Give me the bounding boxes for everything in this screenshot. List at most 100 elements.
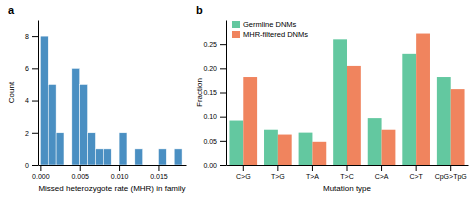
histogram-bar <box>111 165 119 166</box>
tick-mark <box>32 133 38 134</box>
bar <box>264 130 278 165</box>
tick-label: C>T <box>409 173 423 180</box>
plot-area: 0.000 0.005 0.010 0.015 0 2 4 6 8 <box>25 21 186 180</box>
tick-label: 0.20 <box>203 65 217 72</box>
histogram-bar <box>166 165 174 166</box>
tick-label: 0.015 <box>150 173 168 180</box>
tick-mark <box>40 165 41 171</box>
tick-mark <box>32 101 38 102</box>
tick-mark <box>312 165 313 171</box>
figure: 0.000 0.005 0.010 0.015 0 2 4 6 8 Missed heterozy… <box>0 0 474 210</box>
histogram-bar <box>174 149 182 165</box>
tick-label: 4 <box>25 97 29 104</box>
tick-mark <box>347 165 348 171</box>
tick: T>G <box>271 165 285 180</box>
tick-mark <box>416 165 417 171</box>
legend-swatch <box>232 21 240 28</box>
histogram-bar <box>158 149 166 165</box>
legend: Germline DNMsMHR-filtered DNMs <box>232 20 308 39</box>
panel-1: 0.000 0.005 0.010 0.015 0 2 4 6 8 Missed heterozy… <box>7 4 187 193</box>
tick-label: 0 <box>25 162 29 169</box>
legend-label: MHR-filtered DNMs <box>243 30 308 39</box>
tick: 0.20 <box>203 65 226 72</box>
marks <box>229 34 464 165</box>
tick-label: C>G <box>236 173 251 180</box>
legend-label: Germline DNMs <box>243 20 297 29</box>
bar <box>243 77 257 165</box>
x-axis-title: Mutation type <box>323 184 372 193</box>
bar-series <box>243 34 464 165</box>
tick: C>A <box>375 165 389 180</box>
tick-mark <box>220 44 226 45</box>
bar <box>416 34 430 165</box>
tick-mark <box>450 165 451 171</box>
tick-mark <box>220 93 226 94</box>
tick-mark <box>220 141 226 142</box>
histogram-bar <box>103 149 111 165</box>
histogram-bar <box>143 165 151 166</box>
bar <box>278 135 292 165</box>
bar <box>347 66 361 165</box>
y-axis-title: Fraction <box>195 78 204 107</box>
axis-line <box>39 165 187 166</box>
tick: 0.005 <box>71 165 89 180</box>
legend-item: Germline DNMs <box>232 20 297 29</box>
tick: 8 <box>25 33 38 40</box>
tick-label: 0.00 <box>203 162 217 169</box>
tick-label: T>G <box>271 173 285 180</box>
tick-label: 0.010 <box>111 173 129 180</box>
tick-mark <box>32 165 38 166</box>
axis: 0.000.050.100.150.200.25 <box>203 21 226 169</box>
panel-title: b <box>196 4 203 16</box>
tick: 0.15 <box>203 89 226 96</box>
tick: 4 <box>25 97 38 104</box>
tick: 0.00 <box>203 162 226 169</box>
tick: 2 <box>25 130 38 137</box>
tick-mark <box>32 36 38 37</box>
tick: T>A <box>306 165 319 180</box>
histogram-bar <box>40 36 48 165</box>
tick-label: 8 <box>25 33 29 40</box>
histogram-bar <box>56 133 64 165</box>
tick-label: 2 <box>25 130 29 137</box>
legend-item: MHR-filtered DNMs <box>232 30 308 39</box>
tick: C>T <box>409 165 423 180</box>
histogram-bar <box>64 165 72 166</box>
tick-label: 0.10 <box>203 113 217 120</box>
x-axis-title: Missed heterozygote rate (MHR) in family <box>38 184 185 193</box>
tick-label: T>C <box>340 173 353 180</box>
tick-label: C>A <box>375 173 389 180</box>
histogram-bar <box>72 68 80 165</box>
tick-label: 6 <box>25 65 29 72</box>
axis: 0.000 0.005 0.010 0.015 <box>32 165 186 180</box>
tick-mark <box>158 165 159 171</box>
tick: C>G <box>236 165 251 180</box>
bar <box>333 39 347 165</box>
histogram-bar <box>119 133 127 165</box>
panel-2: C>G T>G T>A T>C C>A C>T CpG>TpG Germline DNMsMH… <box>195 4 469 193</box>
histogram-bar <box>135 149 143 165</box>
axis-line <box>38 21 39 166</box>
histogram-bar <box>95 149 103 165</box>
tick-mark <box>381 165 382 171</box>
bar <box>382 130 396 165</box>
tick-label: 0.005 <box>71 173 89 180</box>
tick-mark <box>277 165 278 171</box>
tick: 0.25 <box>203 41 226 48</box>
tick-mark <box>220 68 226 69</box>
tick: 0.000 <box>32 165 50 180</box>
bar <box>451 89 465 165</box>
tick: 6 <box>25 65 38 72</box>
tick-label: T>A <box>306 173 319 180</box>
y-axis-title: Count <box>7 81 16 103</box>
histogram-bar <box>80 84 88 165</box>
tick-label: 0.25 <box>203 41 217 48</box>
tick: CpG>TpG <box>435 165 467 181</box>
tick-mark <box>220 117 226 118</box>
tick-label: 0.000 <box>32 173 50 180</box>
legend-swatch <box>232 31 240 38</box>
tick-label: CpG>TpG <box>435 173 467 181</box>
bar <box>437 77 451 165</box>
tick-label: 0.15 <box>203 89 217 96</box>
axis: C>G T>G T>A T>C C>A C>T CpG>TpG <box>227 165 469 181</box>
